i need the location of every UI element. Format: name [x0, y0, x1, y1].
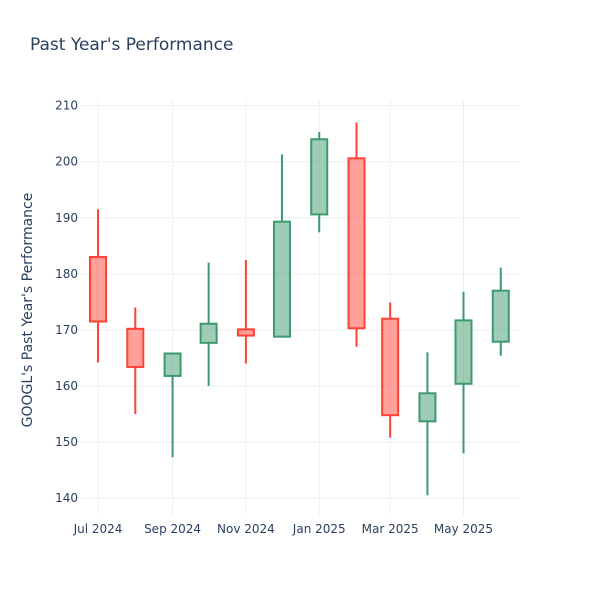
candle-body: [418, 392, 437, 423]
candle-decreasing: [236, 259, 255, 364]
x-tick-label: Jul 2024: [73, 522, 123, 536]
candle-increasing: [199, 262, 218, 387]
candle-increasing: [272, 154, 291, 338]
candle-body: [236, 328, 255, 337]
y-tick-label: 160: [55, 379, 78, 393]
x-tick-label: May 2025: [434, 522, 493, 536]
candle-decreasing: [89, 209, 108, 363]
candle-body: [272, 220, 291, 338]
y-tick-label: 150: [55, 435, 78, 449]
candle-body: [163, 352, 182, 377]
x-tick-label: Sep 2024: [144, 522, 201, 536]
candle-decreasing: [126, 307, 145, 415]
y-tick-label: 210: [55, 99, 78, 113]
candle-body: [126, 327, 145, 368]
candle-decreasing: [347, 122, 366, 347]
candle-body: [347, 157, 366, 330]
candle-body: [199, 322, 218, 344]
candle-increasing: [418, 352, 437, 496]
candle-increasing: [163, 352, 182, 458]
candle-body: [454, 319, 473, 385]
y-tick-label: 140: [55, 491, 78, 505]
y-tick-label: 180: [55, 267, 78, 281]
y-tick-label: 200: [55, 155, 78, 169]
candle-body: [381, 317, 400, 417]
axis-layer: 140 150 160 170 180 190 200 210 Jul 2024 Sep 2024…: [55, 99, 493, 536]
candle-increasing: [310, 131, 329, 233]
candle-decreasing: [381, 302, 400, 438]
x-tick-label: Jan 2025: [292, 522, 346, 536]
candle-layer: [89, 122, 510, 496]
x-tick-label: Mar 2025: [362, 522, 419, 536]
candle-increasing: [491, 267, 510, 356]
candle-body: [89, 256, 108, 323]
y-tick-label: 190: [55, 211, 78, 225]
chart-title: Past Year's Performance: [30, 35, 234, 55]
candle-body: [310, 138, 329, 216]
candle-body: [491, 289, 510, 343]
candle-increasing: [454, 291, 473, 454]
y-tick-label: 170: [55, 323, 78, 337]
y-axis-title: GOOGL's Past Year's Performance: [20, 193, 36, 428]
x-tick-label: Nov 2024: [217, 522, 275, 536]
